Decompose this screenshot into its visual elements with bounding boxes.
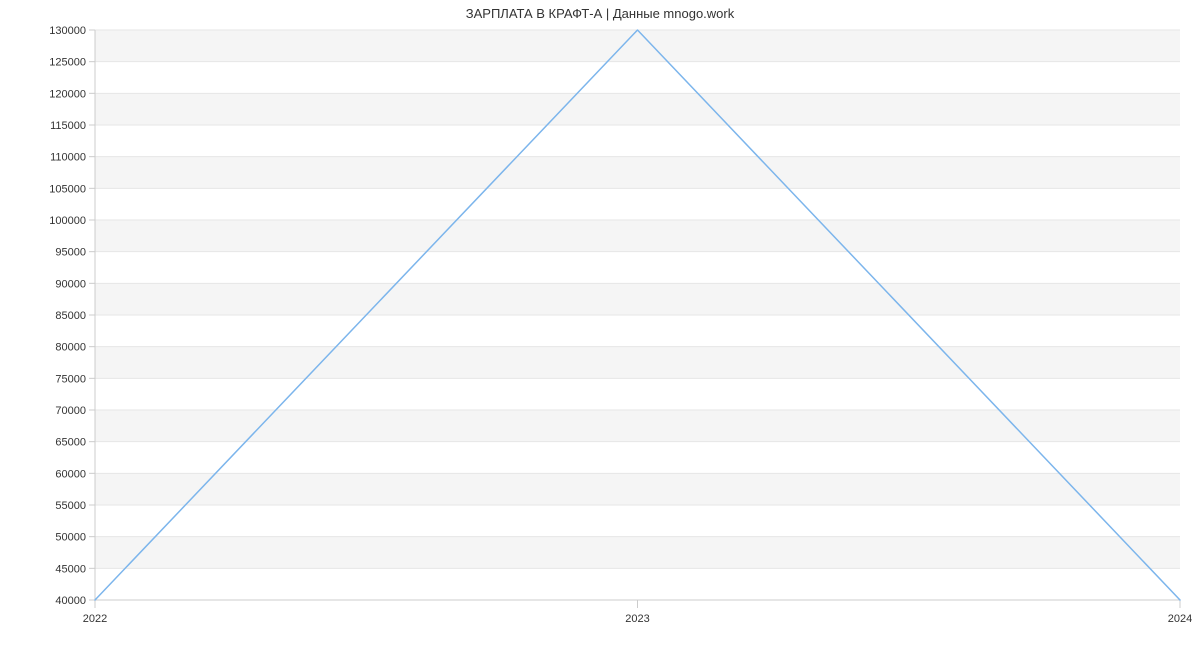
chart-title: ЗАРПЛАТА В КРАФТ-А | Данные mnogo.work [0,6,1200,21]
y-tick-label: 45000 [55,563,86,575]
y-tick-label: 115000 [50,120,86,132]
y-tick-label: 90000 [55,278,86,290]
y-tick-label: 110000 [50,152,86,164]
y-tick-label: 40000 [55,595,86,607]
x-tick-label: 2023 [625,613,649,625]
y-tick-label: 95000 [55,247,86,259]
x-tick-label: 2022 [83,613,107,625]
y-tick-label: 55000 [55,500,86,512]
salary-line-chart: ЗАРПЛАТА В КРАФТ-А | Данные mnogo.work 4… [0,0,1200,650]
y-tick-label: 80000 [55,342,86,354]
y-tick-label: 75000 [55,373,86,385]
chart-svg: 40000 45000 50000 55000 60000 65000 70000 75000… [0,0,1200,650]
y-tick-label: 50000 [55,532,86,544]
x-tick-label: 2024 [1168,613,1192,625]
y-tick-label: 85000 [55,310,86,322]
y-tick-label: 105000 [49,183,86,195]
y-tick-label: 70000 [55,405,86,417]
y-tick-label: 65000 [55,437,86,449]
y-tick-label: 60000 [55,468,86,480]
y-tick-label: 125000 [49,57,86,69]
y-tick-label: 130000 [49,25,86,37]
y-tick-label: 120000 [49,88,86,100]
y-tick-label: 100000 [49,215,86,227]
